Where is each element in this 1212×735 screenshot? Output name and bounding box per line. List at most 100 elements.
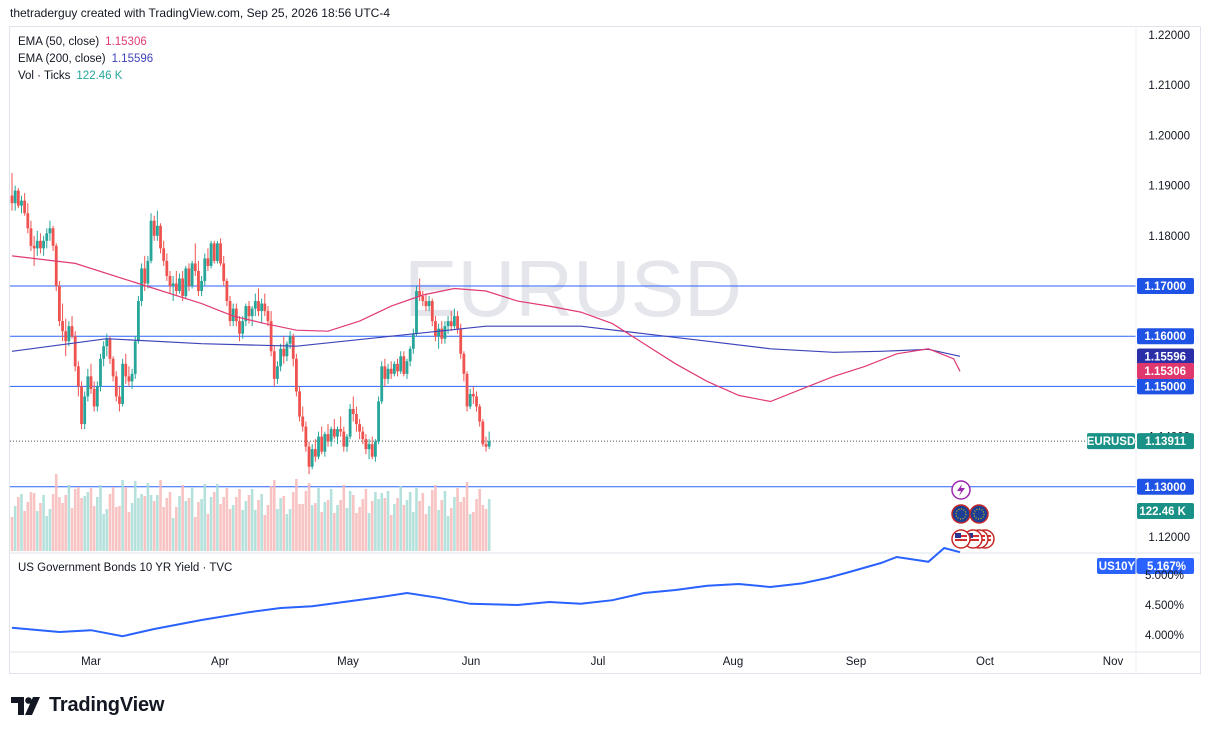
candle-body (370, 444, 374, 457)
volume-bar (399, 486, 402, 551)
price-tick-label: 1.20000 (1148, 130, 1190, 142)
candle-body (260, 303, 264, 312)
volume-bar (32, 493, 36, 551)
candle-body (178, 278, 181, 292)
yield-symbol-badge-label: US10Y (1099, 561, 1136, 573)
volume-bar (380, 493, 384, 551)
volume-bar (336, 505, 339, 551)
volume-bar (64, 495, 68, 551)
volume-bar (421, 493, 425, 551)
volume-bar (149, 495, 153, 551)
candle-body (301, 416, 305, 427)
candle-body (421, 296, 425, 302)
candle-body (228, 301, 232, 322)
candle-body (190, 263, 194, 286)
volume-bar (364, 489, 368, 551)
candle-body (487, 441, 491, 447)
volume-bar (197, 502, 200, 551)
volume-bar (156, 495, 159, 551)
volume-bar (456, 488, 459, 551)
volume-bar (67, 485, 71, 551)
volume-bar (20, 494, 23, 551)
volume-bar (427, 506, 431, 551)
candle-body (133, 341, 137, 374)
volume-bar (440, 500, 444, 551)
candle-body (329, 429, 333, 442)
volume-bar (206, 514, 210, 551)
candle-body (32, 245, 36, 249)
candle-body (76, 366, 80, 387)
candle-body (219, 243, 222, 264)
volume-bar (165, 498, 169, 551)
volume-badge-bg (1137, 503, 1194, 519)
candle-body (174, 283, 178, 292)
volume-bar (118, 506, 121, 551)
legend-ema50[interactable]: EMA (50, close) 1.15306 (18, 36, 147, 48)
time-axis-label: Apr (211, 656, 229, 668)
legend-volume[interactable]: Vol · Ticks 122.46 K (18, 70, 122, 82)
volume-bar (358, 507, 361, 551)
candle-body (29, 228, 33, 246)
event-icons[interactable] (951, 480, 995, 549)
tradingview-logo[interactable]: TradingView (11, 694, 164, 717)
yield-value-badge-bg (1137, 558, 1194, 574)
candle-body (80, 386, 83, 425)
candle-body (272, 351, 276, 379)
volume-bar (216, 484, 219, 551)
price-tick-label: 1.22000 (1148, 30, 1190, 42)
candle-body (475, 396, 478, 407)
candle-body (51, 228, 55, 246)
candle-body (307, 446, 311, 467)
volume-bar (484, 509, 488, 551)
eu-flag-event-icon (969, 504, 989, 524)
candle-body (478, 406, 482, 422)
volume-bar (377, 499, 380, 551)
volume-bar (42, 495, 45, 551)
price-badges: 1.17000 1.16000 1.15000 1.13000 1.15596 1.153… (1087, 278, 1194, 574)
candle-body (200, 280, 203, 292)
candle-body (443, 326, 447, 339)
hline-badge-bg (1137, 328, 1194, 345)
candle-body (193, 263, 197, 271)
ema50-line (11, 255, 961, 403)
candle-body (143, 268, 147, 284)
volume-bar (437, 510, 440, 551)
legend-ema200[interactable]: EMA (200, close) 1.15596 (18, 53, 153, 65)
candle-body (225, 280, 229, 302)
candle-body (20, 200, 23, 206)
volume-bar (99, 485, 102, 551)
volume-bar (35, 511, 39, 551)
candle-body (114, 376, 118, 397)
yield-tick-label: 5.000% (1145, 570, 1184, 582)
volume-bar (424, 514, 428, 551)
candle-body (358, 424, 361, 432)
eu-stars-icon (955, 508, 967, 520)
candle-body (13, 190, 17, 204)
volume-bar (342, 485, 346, 551)
ema50-badge-label: 1.15306 (1144, 366, 1186, 378)
volume-bar (415, 488, 418, 551)
candle-body (399, 356, 403, 372)
volume-bar (190, 487, 194, 551)
volume-bar (26, 502, 30, 551)
candle-body (10, 195, 14, 204)
volume-bar (39, 503, 42, 551)
ema50-badge-bg (1137, 363, 1194, 380)
candle-body (269, 321, 273, 352)
candle-body (282, 348, 286, 357)
candle-body (184, 268, 188, 297)
volume-bar (298, 504, 301, 551)
candle-body (181, 278, 185, 297)
candle-body (250, 308, 254, 317)
volume-bar (231, 505, 235, 551)
time-axis[interactable]: Mar Apr May Jun Jul Aug Sep Oct Nov (81, 656, 1123, 668)
candle-body (468, 393, 472, 407)
candles (10, 173, 491, 475)
volume-bar (152, 501, 156, 551)
legend-volume-value: 122.46 K (76, 70, 123, 82)
volume-bar (269, 486, 273, 551)
candle-body (402, 356, 406, 374)
volume-bar (86, 492, 90, 551)
volume-bar (272, 480, 276, 551)
